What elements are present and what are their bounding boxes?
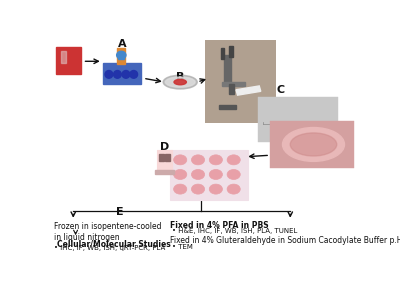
Text: Fixed in 4% Gluteraldehyde in Sodium Cacodylate Buffer p.H 7.4: Fixed in 4% Gluteraldehyde in Sodium Cac… xyxy=(170,236,400,245)
Ellipse shape xyxy=(166,77,195,87)
Bar xyxy=(220,48,224,59)
Text: • TEM: • TEM xyxy=(172,244,192,250)
Text: • IHC, IF, WB, ISH, qRT-PCR, PLA: • IHC, IF, WB, ISH, qRT-PCR, PLA xyxy=(54,245,165,251)
Text: C: C xyxy=(276,85,284,95)
Ellipse shape xyxy=(174,80,186,85)
Ellipse shape xyxy=(227,184,240,194)
Bar xyxy=(170,150,248,200)
Bar xyxy=(166,155,170,161)
Ellipse shape xyxy=(163,75,197,89)
Text: Cellular/Molecular Studies: Cellular/Molecular Studies xyxy=(57,239,171,248)
Bar xyxy=(258,97,338,142)
Text: Fixed in 4% PFA in PBS: Fixed in 4% PFA in PBS xyxy=(170,221,269,230)
Bar xyxy=(118,48,125,64)
Ellipse shape xyxy=(209,184,222,194)
Bar xyxy=(103,63,142,84)
Ellipse shape xyxy=(227,170,240,179)
Polygon shape xyxy=(236,86,261,95)
Ellipse shape xyxy=(290,133,337,156)
Circle shape xyxy=(122,71,130,78)
Ellipse shape xyxy=(174,155,187,165)
Bar xyxy=(205,40,276,123)
Bar xyxy=(118,54,124,59)
Ellipse shape xyxy=(117,51,126,59)
Ellipse shape xyxy=(174,184,187,194)
Bar xyxy=(157,150,172,171)
Text: • H&E, IHC, IF, WB, ISH, PLA, TUNEL: • H&E, IHC, IF, WB, ISH, PLA, TUNEL xyxy=(172,228,297,234)
Text: A: A xyxy=(118,39,126,49)
Ellipse shape xyxy=(192,184,205,194)
Circle shape xyxy=(105,71,113,78)
Ellipse shape xyxy=(209,155,222,165)
Ellipse shape xyxy=(192,170,205,179)
Ellipse shape xyxy=(227,155,240,165)
Bar xyxy=(229,84,234,94)
Ellipse shape xyxy=(192,155,205,165)
Ellipse shape xyxy=(209,170,222,179)
Bar xyxy=(222,82,245,86)
Ellipse shape xyxy=(174,170,187,179)
Bar xyxy=(159,155,164,161)
Bar xyxy=(155,170,174,174)
Bar xyxy=(270,120,354,168)
Text: Frozen in isopentene-cooled
in liquid nitrogen: Frozen in isopentene-cooled in liquid ni… xyxy=(54,222,161,242)
Ellipse shape xyxy=(282,127,344,161)
Bar xyxy=(229,46,233,57)
Circle shape xyxy=(130,71,138,78)
Bar xyxy=(56,47,81,74)
Circle shape xyxy=(114,71,121,78)
Text: D: D xyxy=(160,142,169,152)
Bar xyxy=(219,105,236,109)
Text: B: B xyxy=(176,72,184,82)
Bar xyxy=(224,55,230,82)
Bar xyxy=(61,51,66,63)
Text: E: E xyxy=(116,207,124,217)
